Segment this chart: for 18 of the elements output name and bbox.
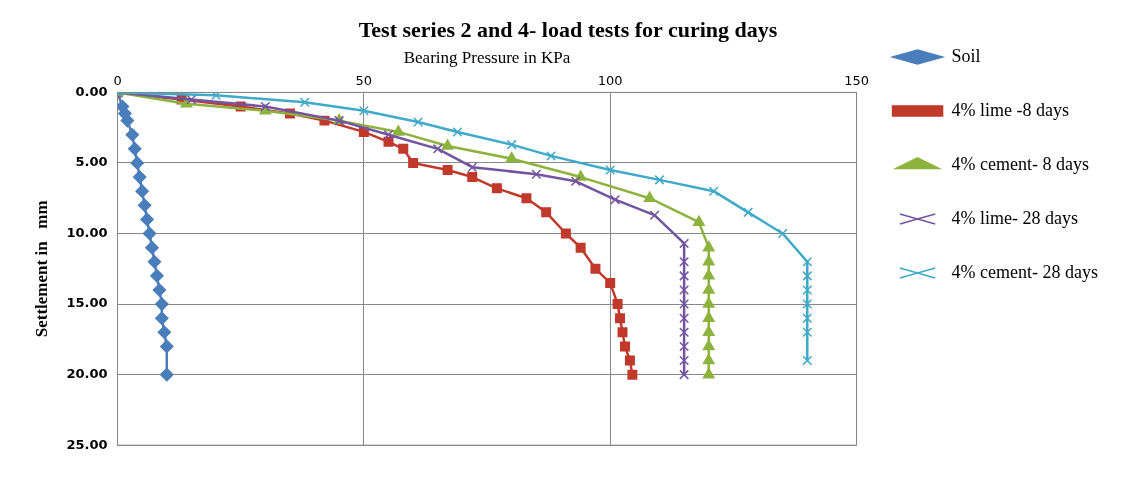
y-axis-title: Settlement in mm xyxy=(31,200,51,338)
y-tick-label: 10.00 xyxy=(66,224,108,240)
chart-title: Test series 2 and 4- load tests for curing days xyxy=(358,16,778,42)
x-tick-label: 0 xyxy=(113,72,122,88)
x-tick-label: 50 xyxy=(355,72,373,88)
y-tick-label: 20.00 xyxy=(66,366,108,382)
y-tick-label: 15.00 xyxy=(66,295,108,311)
legend-label: 4% cement- 28 days xyxy=(951,261,1098,282)
x-axis-title: Bearing Pressure in KPa xyxy=(403,48,571,68)
legend-label: 4% lime- 28 days xyxy=(951,207,1079,228)
x-tick-label: 100 xyxy=(597,72,623,88)
legend-label: 4% cement- 8 days xyxy=(951,153,1089,174)
legend-label: Soil xyxy=(951,45,981,66)
legend-label: 4% lime -8 days xyxy=(951,99,1070,120)
y-tick-label: 0.00 xyxy=(75,83,108,99)
x-tick-label: 150 xyxy=(844,72,869,88)
y-tick-label: 25.00 xyxy=(66,436,108,452)
y-tick-label: 5.00 xyxy=(75,154,108,170)
